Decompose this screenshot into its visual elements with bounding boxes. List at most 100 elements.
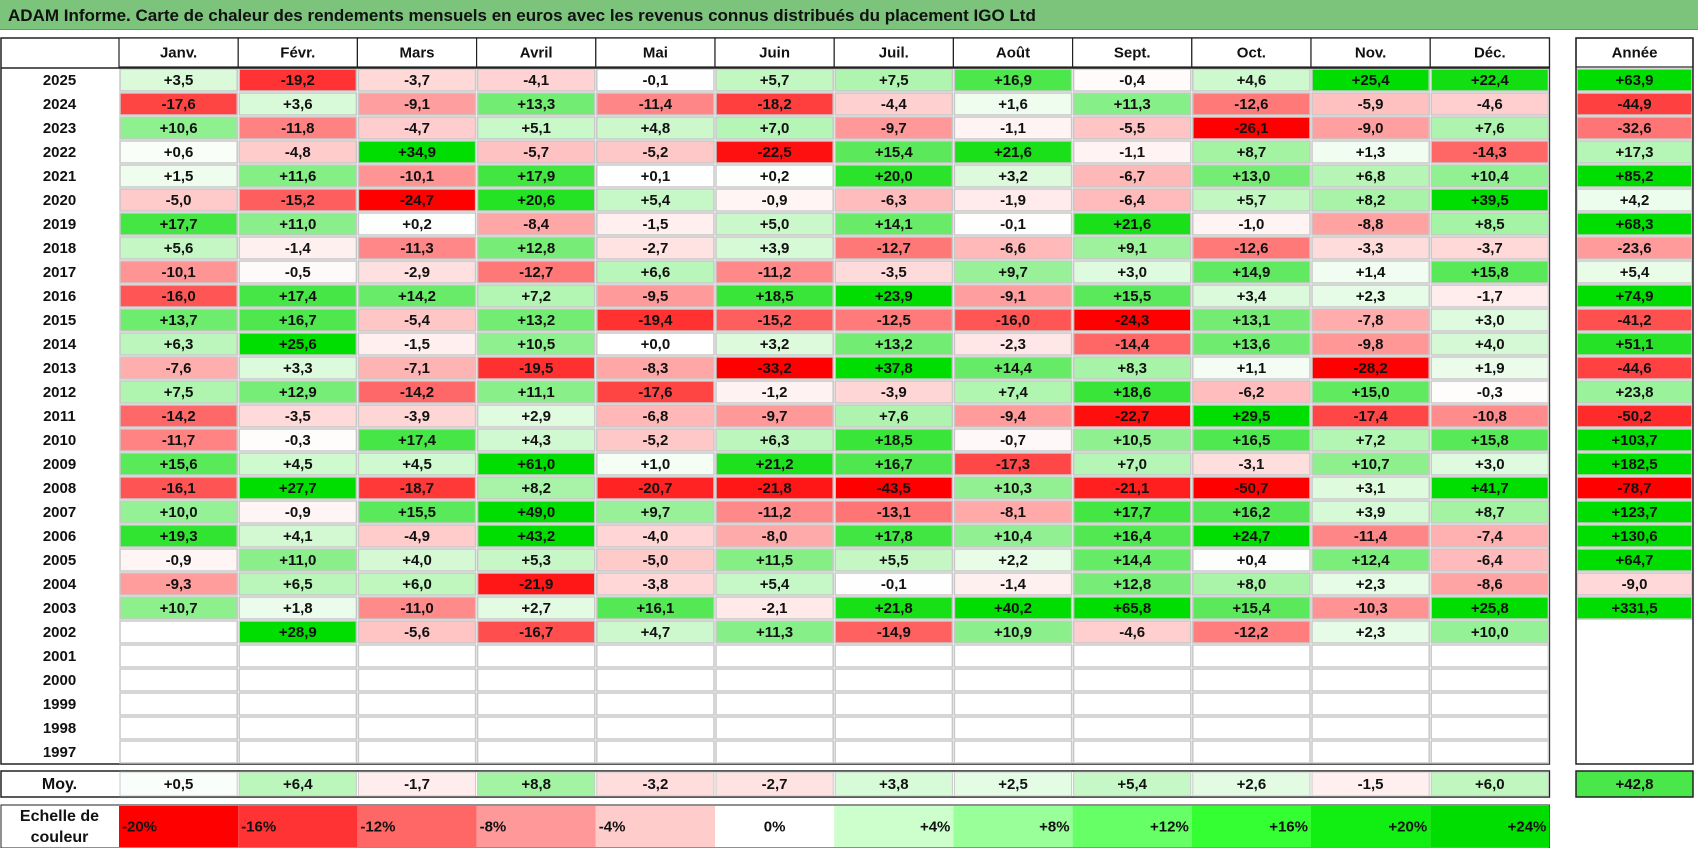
heat-cell-value: -5,5 bbox=[1119, 120, 1145, 137]
heat-cell-value: +10,9 bbox=[994, 624, 1032, 641]
year-label: 2004 bbox=[43, 576, 77, 593]
table-row: 2007 +10,0 -0,9 +15,5 +49,0 +9,7 -11,2 -13,1 -8,… bbox=[43, 500, 1693, 524]
annual-cell-value: +17,3 bbox=[1616, 144, 1654, 161]
heat-cell bbox=[1430, 452, 1550, 476]
heat-cell bbox=[953, 356, 1073, 380]
table-row: 2025 +3,5 -19,2 -3,7 -4,1 -0,1 +5,7 +7,5 +16,9 -0… bbox=[43, 68, 1693, 92]
average-annual-value: +42,8 bbox=[1616, 776, 1654, 793]
heat-cell-value: -28,2 bbox=[1353, 360, 1387, 377]
annual-cell-value: -9,0 bbox=[1622, 576, 1648, 593]
heat-cell-value: +11,1 bbox=[518, 384, 555, 401]
heat-cell-value: +4,8 bbox=[641, 120, 671, 137]
heat-cell-value: -9,1 bbox=[1000, 288, 1026, 305]
heat-cell-value: -15,2 bbox=[757, 312, 791, 329]
heat-cell-value: -10,3 bbox=[1353, 600, 1387, 617]
heat-cell-value: +10,7 bbox=[160, 600, 198, 617]
scale-swatch bbox=[715, 806, 835, 847]
scale-label: Echelle de bbox=[20, 808, 99, 825]
average-row: Moy. +0,5 +6,4 -1,7 +8,8 -3,2 -2,7 +3,8 +2,5 +5,4… bbox=[0, 770, 1694, 798]
heat-cell-value: -3,5 bbox=[881, 264, 907, 281]
heat-cell-value: +10,0 bbox=[1471, 624, 1509, 641]
month-header-label: Févr. bbox=[280, 44, 315, 61]
heat-cell bbox=[1192, 68, 1311, 92]
heat-cell bbox=[715, 212, 834, 236]
heat-cell-value: -4,8 bbox=[285, 144, 311, 161]
annual-cell-value: +4,2 bbox=[1620, 192, 1650, 209]
heat-cell-value: +11,6 bbox=[279, 168, 316, 185]
scale-stop-label: +12% bbox=[1150, 818, 1189, 835]
heat-cell-value: -16,1 bbox=[161, 480, 195, 497]
heat-cell bbox=[953, 524, 1073, 548]
month-header-label: Déc. bbox=[1474, 44, 1506, 61]
heat-cell-value: +37,8 bbox=[875, 360, 913, 377]
heat-cell bbox=[953, 68, 1073, 92]
heat-cell bbox=[1430, 620, 1550, 644]
heat-cell-value: -7,8 bbox=[1358, 312, 1384, 329]
heat-cell bbox=[715, 380, 834, 404]
heat-cell bbox=[238, 140, 358, 164]
year-label: 2024 bbox=[43, 96, 77, 113]
heat-cell bbox=[953, 332, 1073, 356]
heat-cell-value: +8,5 bbox=[1475, 216, 1505, 233]
heat-cell bbox=[834, 212, 954, 236]
heat-cell bbox=[476, 284, 596, 308]
annual-cell-value: -78,7 bbox=[1617, 480, 1651, 497]
annual-cell bbox=[1576, 92, 1693, 116]
heat-cell-value: +4,0 bbox=[1475, 336, 1505, 353]
heat-cell-value: -5,2 bbox=[642, 144, 668, 161]
annual-cell-value: +5,4 bbox=[1620, 264, 1650, 281]
heat-cell bbox=[357, 500, 477, 524]
table-row: 2009 +15,6 +4,5 +4,5 +61,0 +1,0 +21,2 +16,7 -17,… bbox=[43, 452, 1693, 476]
heat-cell bbox=[596, 284, 715, 308]
average-cell-value: +6,4 bbox=[283, 776, 313, 793]
table-row: 2001 bbox=[43, 644, 1693, 668]
heat-cell-value: +13,2 bbox=[517, 312, 555, 329]
table-row: 2000 bbox=[43, 668, 1693, 692]
annual-cell-value: +23,8 bbox=[1616, 384, 1654, 401]
heat-cell-value: +0,0 bbox=[641, 336, 671, 353]
heat-cell-value: +2,7 bbox=[521, 600, 551, 617]
annual-cell-value: -32,6 bbox=[1617, 120, 1651, 137]
heat-cell bbox=[238, 452, 358, 476]
annual-cell-value: -41,2 bbox=[1617, 312, 1651, 329]
average-cell bbox=[1192, 771, 1311, 797]
heat-cell bbox=[596, 260, 715, 284]
heat-cell bbox=[357, 596, 477, 620]
annual-cell-value: +68,3 bbox=[1616, 216, 1654, 233]
heat-cell-value: -24,7 bbox=[400, 192, 434, 209]
heat-cell bbox=[476, 500, 596, 524]
heat-cell bbox=[357, 356, 477, 380]
heat-cell bbox=[476, 68, 596, 92]
heat-cell bbox=[238, 572, 358, 596]
heat-cell-value: +1,1 bbox=[1237, 360, 1267, 377]
heat-cell bbox=[1192, 476, 1311, 500]
heat-cell bbox=[715, 476, 834, 500]
year-label: 2025 bbox=[43, 72, 76, 89]
average-cell bbox=[596, 771, 715, 797]
month-header-cell bbox=[595, 37, 716, 68]
heat-cell-value: -1,4 bbox=[285, 240, 312, 257]
heat-cell-value: +41,7 bbox=[1471, 480, 1509, 497]
heat-cell-value: +3,3 bbox=[283, 360, 313, 377]
heat-cell bbox=[476, 524, 596, 548]
heat-cell bbox=[715, 596, 834, 620]
heat-cell bbox=[357, 740, 477, 764]
table-row: 2011 -14,2 -3,5 -3,9 +2,9 -6,8 -9,7 +7,6 -9,4 -22… bbox=[43, 404, 1693, 428]
heat-cell bbox=[1192, 668, 1311, 692]
heat-cell-value: -6,7 bbox=[1119, 168, 1145, 185]
year-label: 2016 bbox=[43, 288, 76, 305]
heat-cell bbox=[1430, 68, 1550, 92]
heat-cell-value: +5,6 bbox=[164, 240, 194, 257]
heat-cell-value: +3,9 bbox=[1356, 504, 1386, 521]
heat-cell-value: +6,8 bbox=[1356, 168, 1386, 185]
heat-cell bbox=[715, 740, 834, 764]
heat-cell bbox=[357, 572, 477, 596]
heat-cell bbox=[357, 260, 477, 284]
heat-cell bbox=[715, 428, 834, 452]
heat-cell-value: +20,6 bbox=[517, 192, 555, 209]
heat-cell-value: -9,4 bbox=[1000, 408, 1027, 425]
heat-cell-value: -1,7 bbox=[1477, 288, 1503, 305]
heat-cell-value: -43,5 bbox=[877, 480, 911, 497]
heat-cell bbox=[1311, 188, 1430, 212]
annual-cell bbox=[1576, 236, 1693, 260]
